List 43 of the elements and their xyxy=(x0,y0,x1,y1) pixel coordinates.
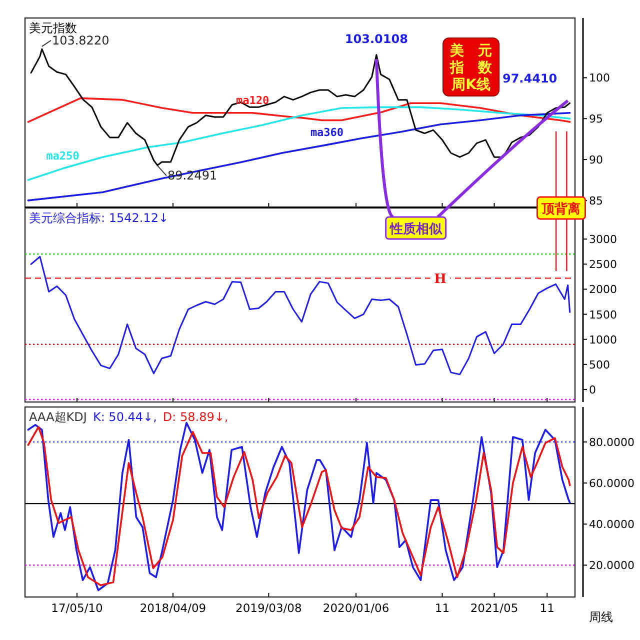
x-tick-label: 17/05/10 xyxy=(51,601,103,615)
series-label: K: 50.44↓, xyxy=(92,410,157,424)
y-tick-label: 100 xyxy=(589,72,610,85)
annotation: 顶背离 xyxy=(540,201,581,217)
series-label: ma360 xyxy=(310,126,344,139)
x-tick-label: 2019/03/08 xyxy=(236,601,302,615)
annotation: 性质相似 xyxy=(388,221,443,237)
chart-title: 美元指数 xyxy=(29,21,77,35)
x-tick-label: 2021/05 xyxy=(470,601,518,615)
chart-title: AAA超KDJ xyxy=(29,410,87,424)
y-tick-label: 60.0000 xyxy=(589,477,634,490)
annotation: 97.4410 xyxy=(502,72,558,86)
x-tick-label: 2018/04/09 xyxy=(140,601,206,615)
series-label: ma120 xyxy=(236,94,270,107)
y-tick-label: 1000 xyxy=(589,333,617,346)
y-tick-label: 80.0000 xyxy=(589,436,634,449)
y-tick-label: 3000 xyxy=(589,233,617,246)
y-tick-label: 20.0000 xyxy=(589,559,634,572)
x-tick-label: 11 xyxy=(434,601,450,615)
y-tick-label: 1500 xyxy=(589,308,617,322)
y-tick-label: 95 xyxy=(589,112,603,126)
x-tick-label: 2020/01/06 xyxy=(322,601,390,615)
annotation: 美 元指 数周K线 xyxy=(449,42,493,93)
y-tick-label: 2000 xyxy=(589,283,617,296)
annotation: 103.8220 xyxy=(52,33,110,48)
annotation: 89.2491 xyxy=(167,168,218,183)
line-series xyxy=(27,112,571,202)
series-label: D: 58.89↓, xyxy=(162,410,228,424)
y-tick-label: 90 xyxy=(589,154,603,167)
y-tick-label: 85 xyxy=(589,194,603,208)
y-tick-label: 2500 xyxy=(589,258,617,272)
chart-title: 美元综合指标: 1542.12↓ xyxy=(29,211,169,225)
x-tick-label: 11 xyxy=(540,601,554,615)
y-tick-label: 500 xyxy=(589,358,610,372)
series-label: ma250 xyxy=(46,150,80,163)
ref-line-label: H xyxy=(434,272,446,288)
line-series xyxy=(30,256,571,376)
y-tick-label: 0 xyxy=(589,383,596,396)
line-series xyxy=(27,106,571,181)
text: 周线 xyxy=(589,610,613,624)
y-tick-label: 40.0000 xyxy=(589,518,634,532)
annotation: 103.0108 xyxy=(344,32,408,46)
line-series xyxy=(27,97,571,123)
